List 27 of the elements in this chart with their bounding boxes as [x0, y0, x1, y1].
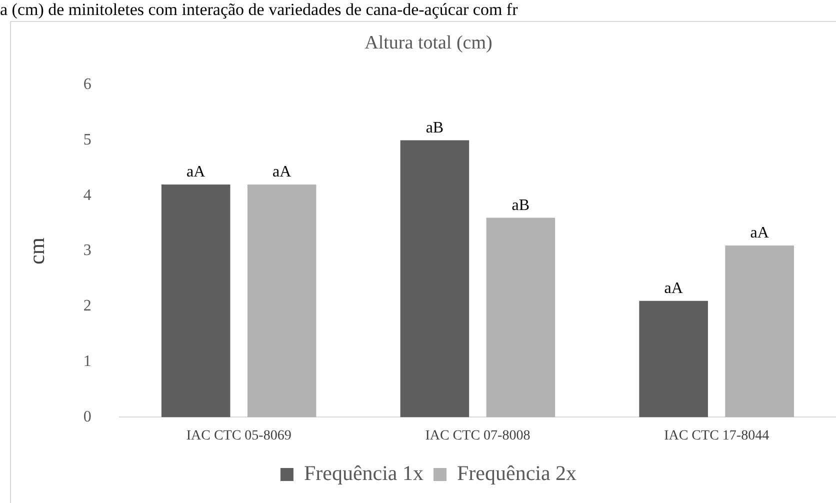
y-tick-label: 4 [83, 186, 92, 204]
bar [247, 184, 316, 418]
data-label: aA [750, 224, 770, 242]
chart-title: Altura total (cm) [364, 32, 492, 54]
x-tick-label: IAC CTC 07-8008 [425, 428, 530, 444]
x-tick-label: IAC CTC 05-8069 [186, 428, 292, 444]
y-tick-label: 1 [83, 353, 92, 370]
y-tick-label: 3 [83, 242, 92, 260]
y-axis-title: cm [24, 238, 49, 264]
bar [161, 184, 230, 418]
data-label: aB [426, 119, 444, 136]
data-label: aA [664, 280, 684, 298]
bar [400, 140, 470, 418]
y-tick-label: 0 [83, 408, 92, 426]
bar [486, 218, 556, 418]
y-tick-label: 5 [83, 131, 92, 148]
data-label: aA [186, 164, 206, 181]
text: a (cm) de minitoletes com interação de variedades de cana-de-açúcar com fr [0, 0, 518, 20]
legend-label: Frequência 1x [304, 461, 424, 486]
y-tick-label: 6 [83, 76, 92, 94]
data-label: aA [272, 164, 292, 181]
bar [639, 300, 708, 418]
legend-label: Frequência 2x [457, 461, 578, 486]
data-label: aB [512, 196, 530, 214]
x-tick-label: IAC CTC 17-8044 [664, 428, 770, 444]
y-tick-label: 2 [83, 298, 92, 315]
bar [725, 245, 794, 418]
